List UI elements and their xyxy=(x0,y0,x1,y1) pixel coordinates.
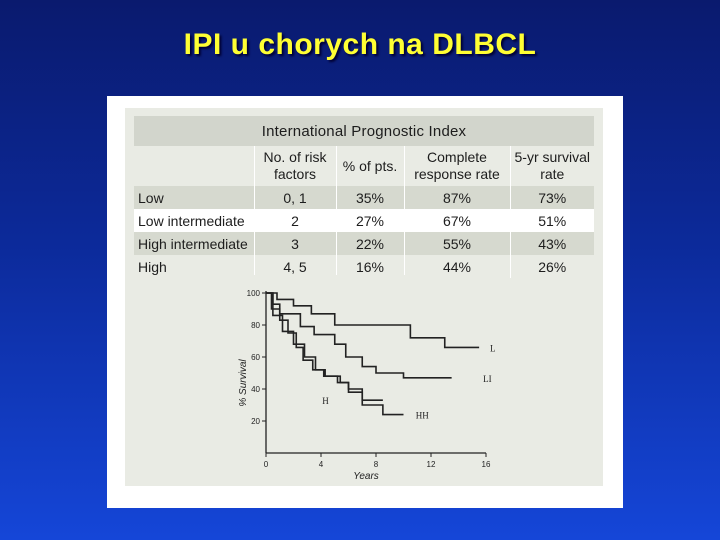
survival-curve-l xyxy=(266,292,480,349)
header-empty xyxy=(134,146,254,186)
y-tick-label: 60 xyxy=(251,353,260,362)
slide-title: IPI u chorych na DLBCL xyxy=(183,28,537,61)
cell-factors: 3 xyxy=(253,232,336,255)
cell-pts: 27% xyxy=(335,209,404,232)
x-tick-label: 0 xyxy=(264,460,269,469)
curve-label-hh: HH xyxy=(416,411,429,421)
y-tick-label: 80 xyxy=(251,321,260,330)
x-tick-label: 12 xyxy=(427,460,436,469)
cell-cr: 67% xyxy=(403,209,510,232)
cell-pts: 16% xyxy=(335,255,404,278)
cell-survival: 51% xyxy=(509,209,594,232)
curve-label-l: L xyxy=(490,343,496,353)
cell-survival: 73% xyxy=(509,186,594,209)
y-tick-label: 100 xyxy=(247,289,261,298)
row-label: High intermediate xyxy=(134,232,254,255)
row-label: Low xyxy=(134,186,254,209)
survival-curve-hh xyxy=(266,292,404,416)
x-axis-label: Years xyxy=(353,471,379,480)
y-tick-label: 20 xyxy=(251,417,260,426)
cell-survival: 43% xyxy=(509,232,594,255)
ipi-table: International Prognostic Index No. of ri… xyxy=(134,116,594,278)
header-pct-pts: % of pts. xyxy=(335,146,404,186)
cell-cr: 44% xyxy=(403,255,510,278)
y-axis-label: % Survival xyxy=(238,359,249,407)
chart-background xyxy=(210,275,510,480)
table-title: International Prognostic Index xyxy=(134,116,594,146)
survival-curve-li xyxy=(266,292,452,379)
table-row: High 4, 5 16% 44% 26% xyxy=(134,255,594,278)
x-tick-label: 4 xyxy=(319,460,324,469)
cell-pts: 35% xyxy=(335,186,404,209)
header-5yr-survival: 5-yr survival rate xyxy=(509,146,594,186)
cell-cr: 87% xyxy=(403,186,510,209)
row-label: Low intermediate xyxy=(134,209,254,232)
cell-factors: 0, 1 xyxy=(253,186,336,209)
table-row: Low intermediate 2 27% 67% 51% xyxy=(134,209,594,232)
table-row: Low 0, 1 35% 87% 73% xyxy=(134,186,594,209)
chart-axes: 0 4 8 12 16 20 40 60 80 100 Years % Survival xyxy=(238,289,491,480)
cell-survival: 26% xyxy=(509,255,594,278)
curve-label-h: H xyxy=(322,396,329,406)
table-title-row: International Prognostic Index xyxy=(134,116,594,146)
cell-cr: 55% xyxy=(403,232,510,255)
chart-lines xyxy=(266,292,480,416)
y-tick-label: 40 xyxy=(251,385,260,394)
x-tick-label: 8 xyxy=(374,460,379,469)
cell-factors: 4, 5 xyxy=(253,255,336,278)
header-risk-factors: No. of risk factors xyxy=(253,146,336,186)
table-row: High intermediate 3 22% 55% 43% xyxy=(134,232,594,255)
cell-pts: 22% xyxy=(335,232,404,255)
row-label: High xyxy=(134,255,254,278)
cell-factors: 2 xyxy=(253,209,336,232)
header-complete-response: Complete response rate xyxy=(403,146,510,186)
curve-label-li: LI xyxy=(483,374,492,384)
table-header-row: No. of risk factors % of pts. Complete res… xyxy=(134,146,594,186)
x-tick-label: 16 xyxy=(482,460,491,469)
